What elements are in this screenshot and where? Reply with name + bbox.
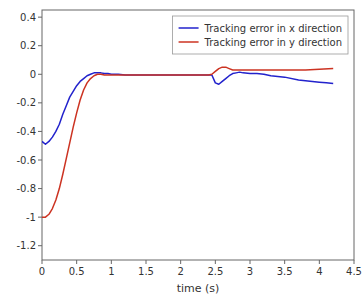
x-tick-label: 1 (108, 266, 114, 277)
y-tick (38, 102, 42, 103)
y-tick (38, 17, 42, 18)
x-tick (111, 260, 112, 264)
y-tick-label: -0.8 (16, 183, 36, 194)
legend-swatch (179, 41, 199, 43)
y-tick (38, 245, 42, 246)
x-tick-label: 2 (177, 266, 183, 277)
x-tick-label: 4.5 (346, 266, 362, 277)
x-tick-label: 0.5 (69, 266, 85, 277)
x-tick (76, 260, 77, 264)
x-tick (180, 260, 181, 264)
x-tick-label: 0 (39, 266, 45, 277)
legend: Tracking error in x direction Tracking er… (173, 16, 348, 54)
x-tick-label: 4 (316, 266, 322, 277)
legend-swatch (179, 27, 199, 29)
series-line (42, 72, 333, 144)
y-tick-label: -0.4 (16, 126, 36, 137)
y-tick (38, 131, 42, 132)
y-tick-label: -1.2 (16, 240, 36, 251)
series-line (42, 67, 333, 217)
x-tick (319, 260, 320, 264)
y-tick-label: -1 (26, 212, 36, 223)
y-tick (38, 74, 42, 75)
plot-frame (42, 10, 354, 260)
y-tick-label: 0 (30, 69, 36, 80)
x-tick-label: 1.5 (138, 266, 154, 277)
x-tick-label: 3 (247, 266, 253, 277)
y-tick (38, 217, 42, 218)
x-axis-label: time (s) (177, 282, 220, 295)
legend-box (173, 16, 348, 54)
y-tick-label: -0.6 (16, 155, 36, 166)
chart: 0 0.5 1 1.5 2 2.5 3 3.5 4 4.5 -1.2 -1 -0.8 -0.6 -0.4 -0… (0, 0, 364, 298)
legend-label: Tracking error in y direction (204, 37, 342, 48)
y-tick (38, 45, 42, 46)
y-tick-label: 0.2 (20, 40, 36, 51)
x-tick (284, 260, 285, 264)
plot-area (42, 67, 333, 217)
y-tick-label: -0.2 (16, 97, 36, 108)
y-tick (38, 160, 42, 161)
x-tick (354, 260, 355, 264)
x-tick (215, 260, 216, 264)
x-tick-label: 3.5 (277, 266, 293, 277)
x-tick (250, 260, 251, 264)
y-tick (38, 188, 42, 189)
x-tick (42, 260, 43, 264)
x-tick (146, 260, 147, 264)
legend-label: Tracking error in x direction (204, 23, 342, 34)
y-tick-label: 0.4 (20, 12, 36, 23)
x-tick-label: 2.5 (207, 266, 223, 277)
